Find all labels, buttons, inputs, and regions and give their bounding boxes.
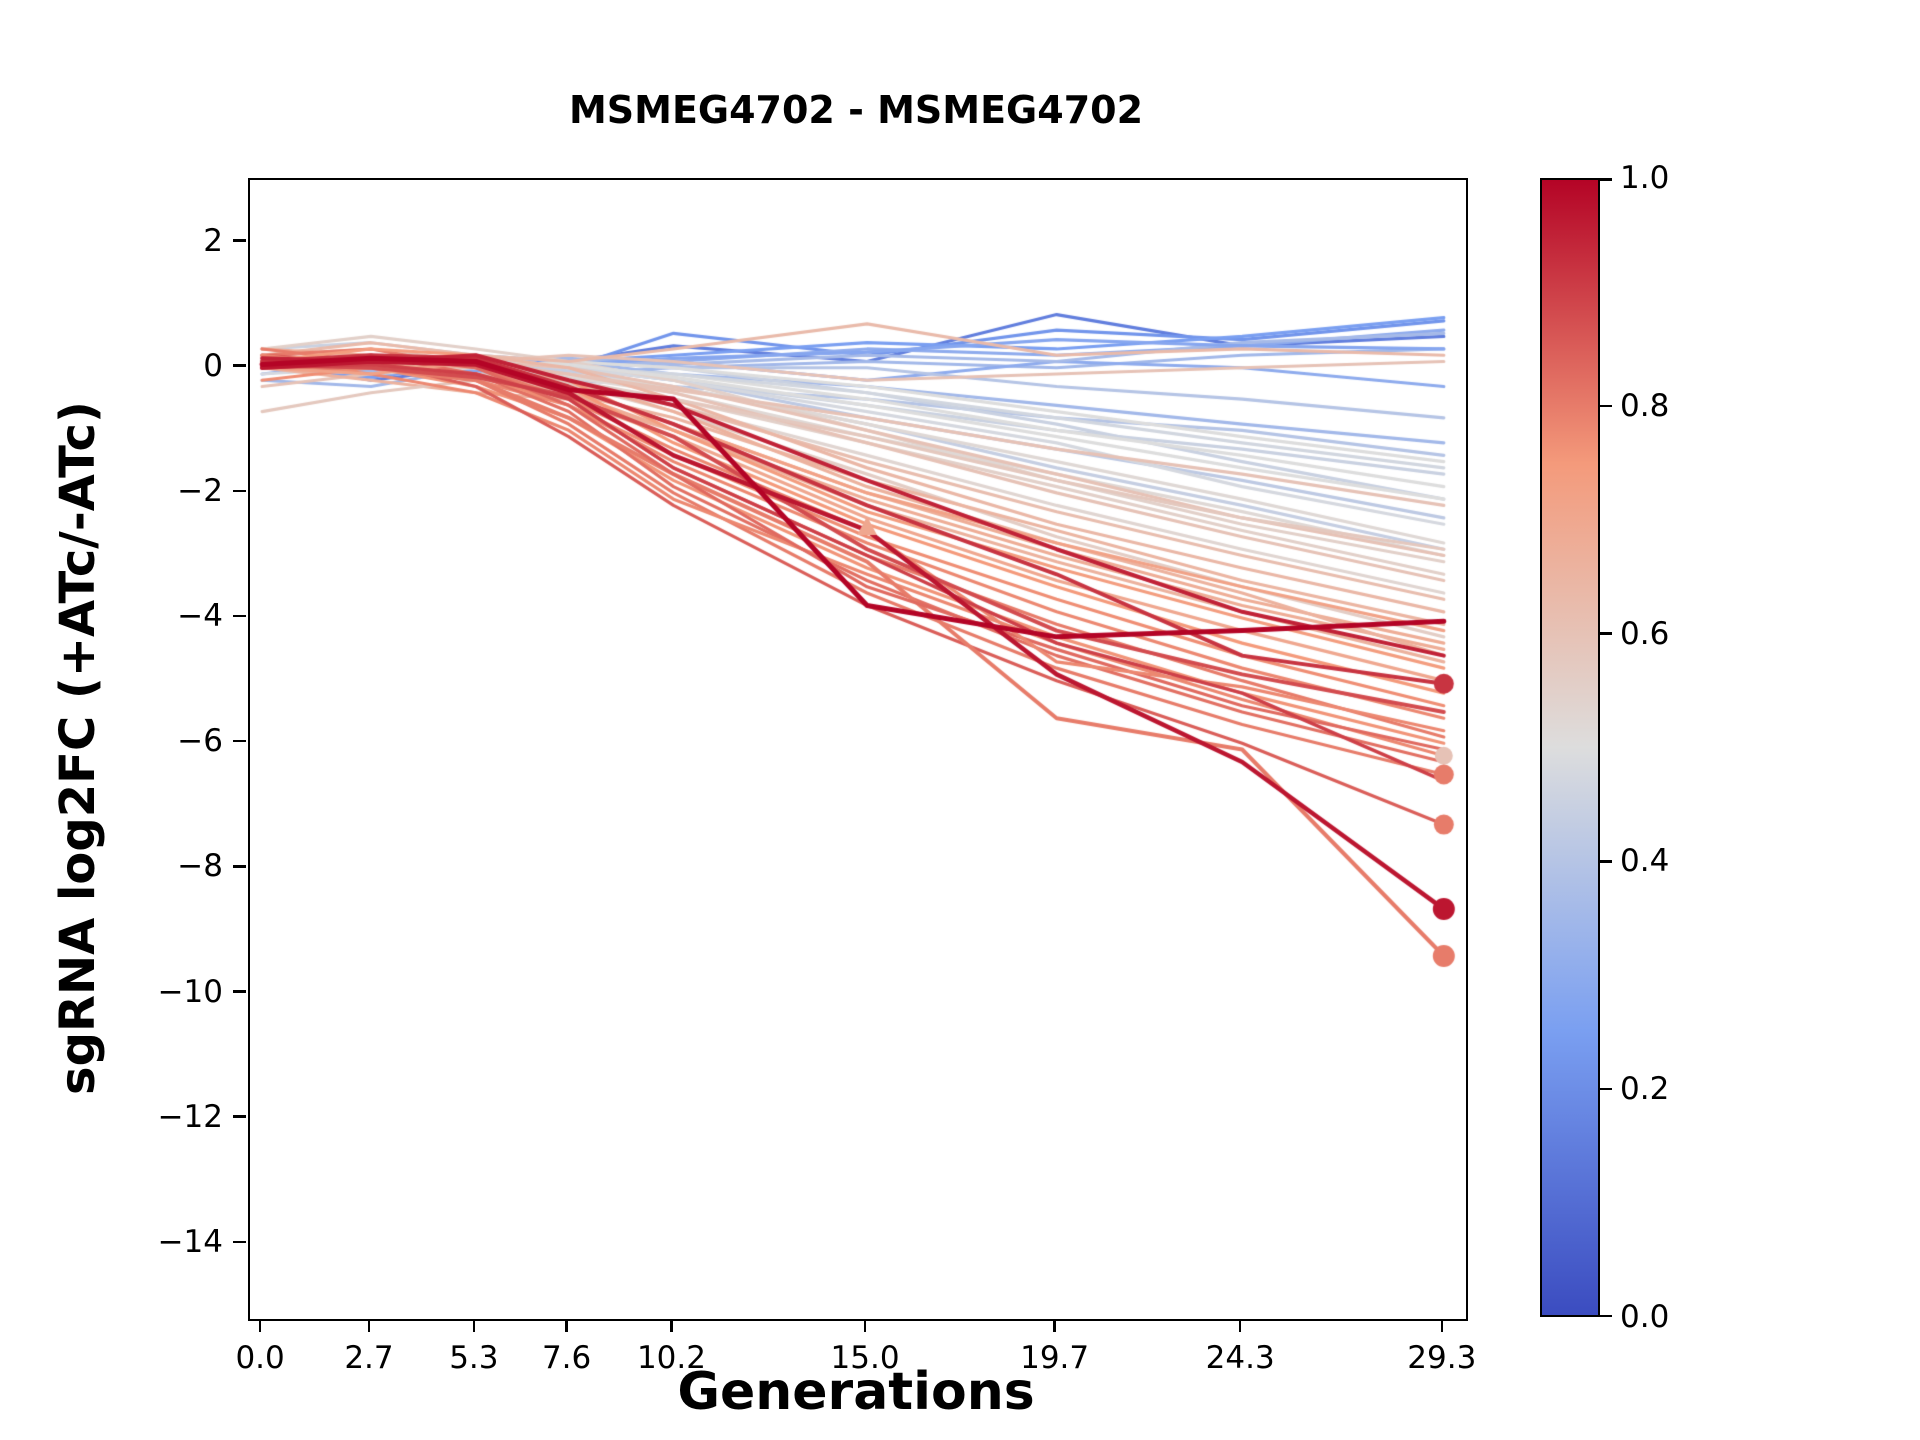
y-tick-label: −8 <box>177 848 223 885</box>
colorbar-tick-label: 1.0 <box>1620 160 1670 196</box>
x-tick-label: 10.2 <box>636 1340 706 1376</box>
x-tick-label: 19.7 <box>1020 1340 1090 1376</box>
x-tick-mark <box>565 1319 568 1332</box>
y-tick-label: −6 <box>177 723 223 760</box>
colorbar-tick-mark <box>1600 404 1612 408</box>
y-tick-label: −4 <box>177 598 223 635</box>
x-tick-mark <box>863 1319 867 1332</box>
colorbar-tick-mark <box>1600 860 1612 863</box>
y-tick-mark <box>233 1240 246 1244</box>
line-chart-canvas <box>250 180 1466 1319</box>
x-tick-mark <box>670 1319 673 1332</box>
colorbar <box>1540 178 1600 1317</box>
x-tick-label: 7.6 <box>541 1340 592 1376</box>
y-tick-label: −14 <box>157 1223 223 1260</box>
y-tick-mark <box>233 614 246 618</box>
plot-area <box>248 178 1468 1321</box>
x-tick-mark <box>1053 1319 1056 1332</box>
y-tick-label: −10 <box>157 973 223 1010</box>
colorbar-tick-label: 0.0 <box>1620 1299 1670 1335</box>
colorbar-tick-mark <box>1600 178 1612 181</box>
colorbar-tick-label: 0.4 <box>1620 843 1670 880</box>
y-axis-label: sgRNA log2FC (+ATc/-ATc) <box>50 401 106 1095</box>
x-tick-label: 24.3 <box>1205 1340 1275 1376</box>
x-tick-mark <box>1238 1319 1242 1332</box>
x-tick-mark <box>472 1319 476 1332</box>
colorbar-tick-mark <box>1600 1087 1612 1091</box>
x-axis-label: Generations <box>677 1362 1035 1422</box>
colorbar-tick-label: 0.6 <box>1620 615 1670 652</box>
y-tick-mark <box>233 239 246 242</box>
y-tick-mark <box>233 489 246 493</box>
x-tick-label: 29.3 <box>1407 1340 1477 1376</box>
colorbar-tick-label: 0.8 <box>1620 387 1670 424</box>
y-tick-label: 0 <box>203 347 223 384</box>
x-tick-label: 15.0 <box>830 1340 900 1376</box>
y-tick-label: 2 <box>203 222 223 259</box>
y-tick-label: −12 <box>157 1098 223 1135</box>
x-tick-mark <box>1440 1319 1444 1332</box>
y-tick-mark <box>233 865 246 868</box>
colorbar-tick-mark <box>1600 1314 1612 1317</box>
y-tick-mark <box>233 990 246 993</box>
x-tick-mark <box>258 1319 262 1332</box>
x-tick-label: 2.7 <box>344 1340 394 1376</box>
x-tick-label: 5.3 <box>449 1340 499 1376</box>
y-tick-mark <box>233 739 246 743</box>
colorbar-tick-label: 0.2 <box>1620 1071 1670 1108</box>
chart-title: MSMEG4702 - MSMEG4702 <box>568 88 1144 132</box>
y-tick-label: −2 <box>177 472 223 509</box>
x-tick-label: 0.0 <box>235 1340 285 1376</box>
x-tick-mark <box>367 1319 371 1332</box>
y-tick-mark <box>233 364 246 367</box>
colorbar-tick-mark <box>1600 632 1612 635</box>
y-tick-mark <box>233 1115 246 1118</box>
